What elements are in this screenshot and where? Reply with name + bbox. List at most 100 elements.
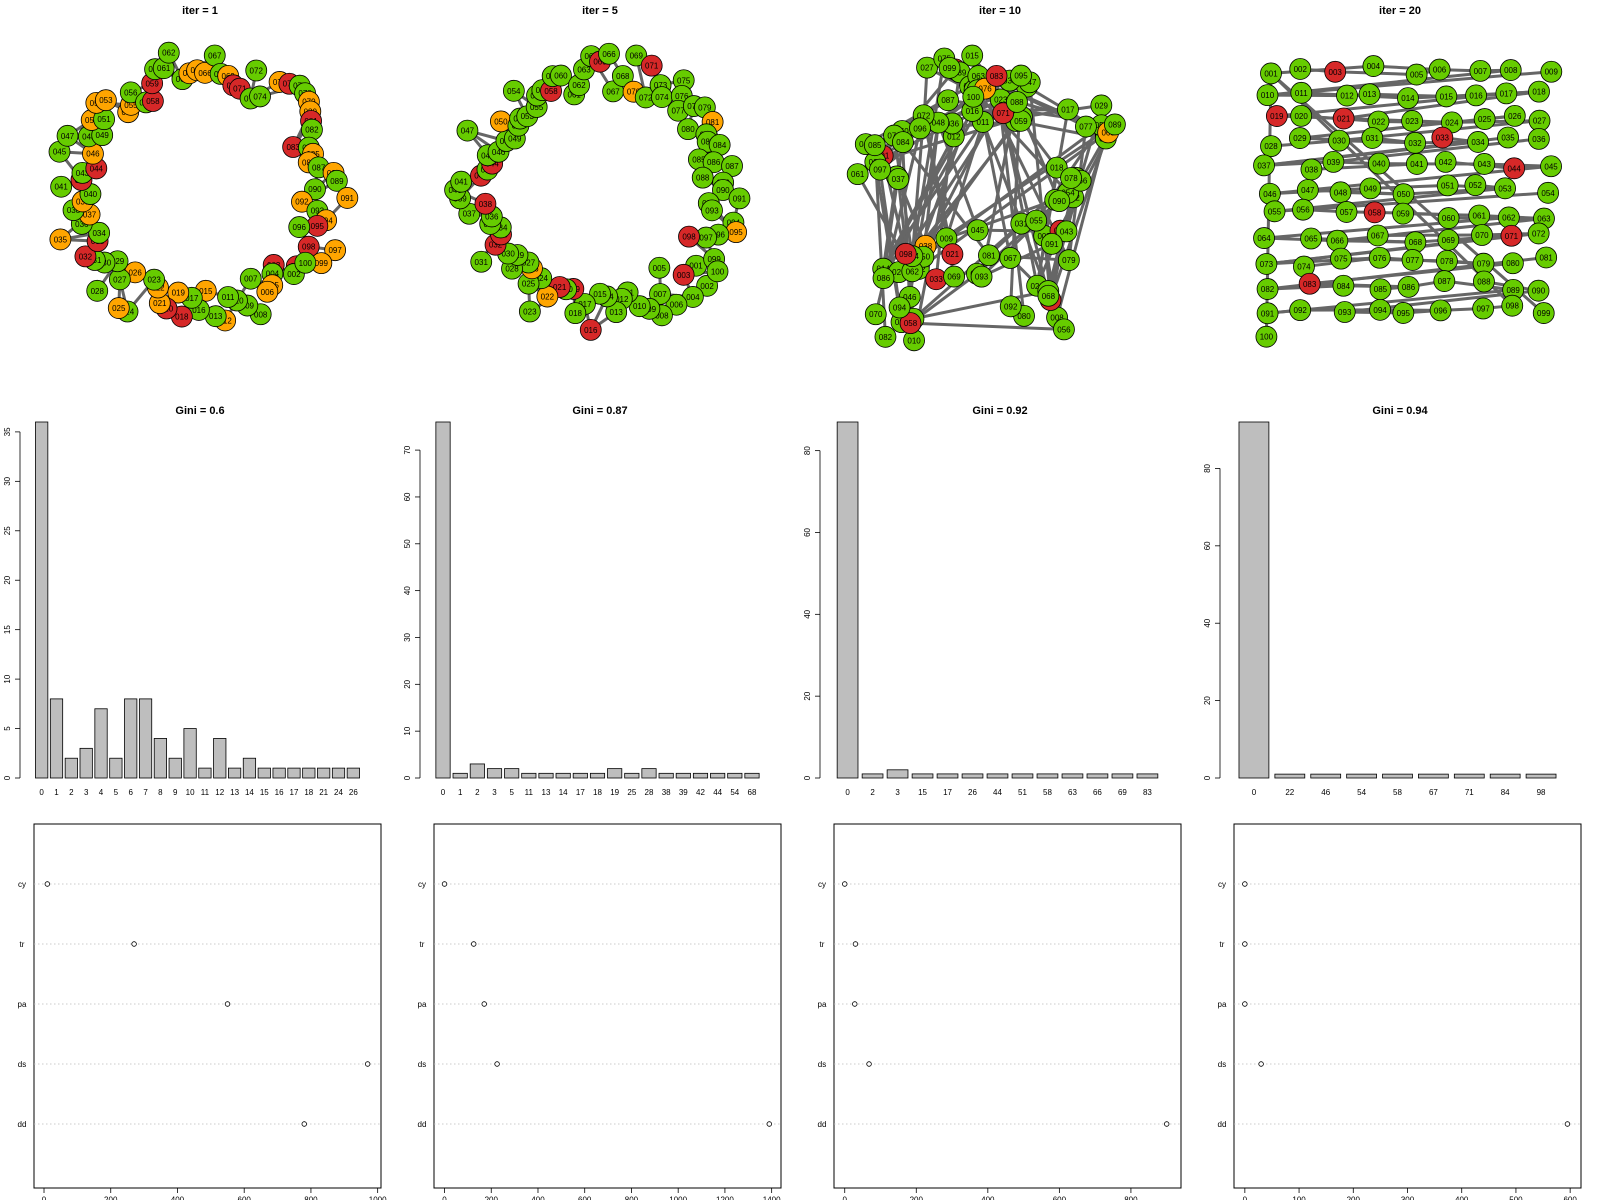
node	[916, 56, 938, 79]
edge	[1049, 137, 1108, 301]
node	[1253, 227, 1275, 249]
node-label: 006	[670, 301, 684, 310]
plot-box	[1233, 823, 1582, 1189]
node	[1292, 198, 1314, 221]
x-tick-label: 98	[1537, 788, 1546, 797]
node	[49, 228, 72, 251]
node-label: 012	[1340, 92, 1354, 101]
row-label: tr	[20, 940, 25, 949]
bar	[153, 738, 167, 779]
bar	[589, 772, 606, 779]
node-label: 044	[90, 164, 104, 173]
node-label: 020	[1030, 282, 1044, 291]
bar	[183, 728, 197, 779]
node	[961, 44, 984, 67]
x-tick-label: 200	[104, 1196, 118, 1200]
row-label: ds	[418, 1060, 426, 1069]
panel-title: iter = 5	[582, 5, 618, 17]
node	[107, 297, 130, 319]
node-label: 074	[655, 93, 669, 102]
node	[1368, 246, 1391, 269]
node-label: 012	[947, 132, 961, 141]
node-label: 058	[904, 319, 918, 328]
node-label: 052	[1469, 181, 1483, 190]
node	[1535, 246, 1558, 269]
bar	[641, 768, 657, 779]
bar	[346, 767, 360, 779]
node-label: 035	[54, 235, 68, 244]
row-label: cy	[18, 880, 26, 889]
node	[1361, 127, 1384, 149]
node	[1260, 62, 1282, 85]
node	[1256, 278, 1279, 300]
node	[1328, 129, 1351, 152]
node-label: 067	[1371, 231, 1385, 240]
row-label: tr	[820, 940, 825, 949]
node-label: 047	[1023, 78, 1037, 87]
node-label: 033	[1436, 134, 1450, 143]
node-label: 096	[1434, 306, 1448, 315]
node-label: 007	[244, 275, 258, 284]
x-tick-label: 0	[442, 1196, 447, 1200]
x-tick-label: 300	[1401, 1196, 1415, 1200]
node	[518, 300, 541, 323]
node-label: 016	[1469, 91, 1483, 100]
node-label: 018	[1050, 164, 1064, 173]
dot	[1242, 941, 1248, 947]
x-tick-label: 0	[1243, 1196, 1248, 1200]
dot	[44, 881, 51, 887]
node	[256, 280, 279, 303]
bar	[213, 738, 227, 779]
row-label: dd	[18, 1120, 27, 1129]
node-label: 040	[1372, 160, 1386, 169]
x-tick-label: 21	[319, 788, 328, 797]
x-tick-label: 400	[1455, 1196, 1469, 1200]
node-label: 039	[953, 68, 967, 77]
node-label: 074	[1297, 263, 1311, 272]
node	[1075, 115, 1097, 138]
x-tick-label: 800	[1124, 1196, 1138, 1200]
node-label: 051	[97, 115, 111, 124]
bar	[911, 773, 934, 779]
node	[1260, 135, 1282, 158]
bar	[64, 757, 78, 779]
edge	[1263, 160, 1334, 167]
node-label: 038	[67, 206, 81, 215]
node-label: 045	[53, 148, 67, 157]
node	[701, 199, 723, 222]
bar-panel-1: Gini = 0.60 1 2 3 4 5 6 7 8 9 10 11 12 13 14 15 16 17 18 21…	[3, 405, 360, 797]
node-label: 024	[1445, 118, 1459, 127]
dot	[1242, 1001, 1248, 1007]
node-label: 066	[198, 69, 212, 78]
node-label: 053	[1498, 184, 1512, 193]
node-label: 087	[312, 163, 326, 172]
node	[1330, 247, 1352, 270]
node-label: 068	[616, 72, 630, 81]
x-tick-label: 0	[843, 1196, 848, 1200]
node-label: 085	[868, 141, 882, 150]
node-label: 091	[733, 194, 747, 203]
node-label: 039	[1327, 158, 1341, 167]
node-label: 009	[241, 302, 255, 311]
node	[874, 325, 897, 348]
dot	[1163, 1121, 1170, 1127]
plot-box	[33, 823, 382, 1189]
node-label: 018	[175, 313, 189, 322]
x-tick-label: 63	[1068, 788, 1077, 797]
panel-title: Gini = 0.87	[572, 405, 627, 417]
dot	[301, 1121, 307, 1127]
dot	[852, 1001, 858, 1007]
node-label: 029	[111, 257, 125, 266]
node	[94, 89, 117, 112]
node	[691, 166, 714, 189]
bar	[836, 421, 859, 779]
node-label: 023	[994, 95, 1008, 104]
node	[1335, 201, 1358, 223]
node	[999, 295, 1022, 318]
node	[143, 268, 166, 291]
y-tick-label: 15	[3, 625, 12, 634]
x-tick-label: 1200	[716, 1196, 734, 1200]
node-label: 023	[147, 276, 161, 285]
node-label: 022	[1372, 118, 1386, 127]
node-label: 033	[929, 275, 943, 284]
